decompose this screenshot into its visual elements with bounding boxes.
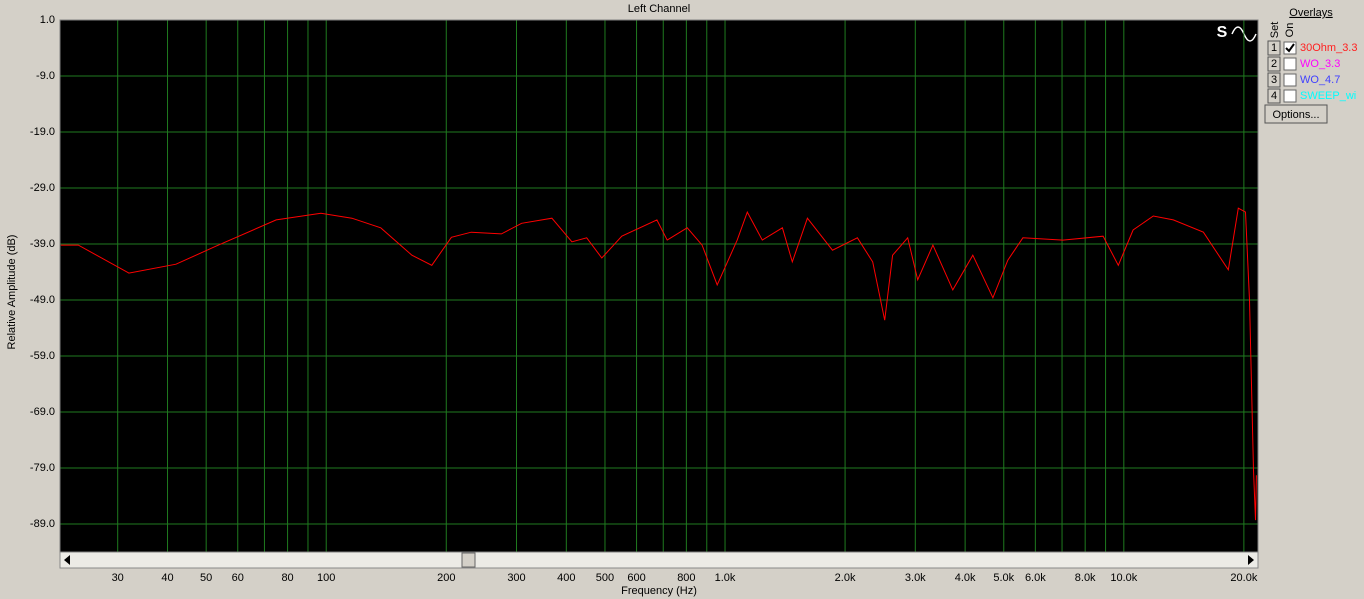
svg-text:S: S bbox=[1217, 24, 1228, 41]
overlay-checkbox[interactable] bbox=[1283, 89, 1297, 103]
x-tick-label: 200 bbox=[437, 572, 455, 584]
y-tick-label: -69.0 bbox=[30, 406, 55, 418]
scroll-left[interactable] bbox=[64, 555, 70, 565]
options-button[interactable] bbox=[1264, 104, 1328, 124]
options-button-label[interactable]: Options... bbox=[1272, 109, 1319, 121]
overlay-checkbox[interactable] bbox=[1283, 73, 1297, 87]
y-axis-label: Relative Amplitude (dB) bbox=[6, 235, 18, 350]
overlay-name: 30Ohm_3.3 bbox=[1300, 42, 1357, 54]
x-tick-label: 1.0k bbox=[715, 572, 736, 584]
set-number[interactable]: 3 bbox=[1271, 74, 1277, 86]
set-number[interactable]: 1 bbox=[1271, 42, 1277, 54]
overlays-title: Overlays bbox=[1289, 7, 1333, 19]
set-label: Set bbox=[1269, 22, 1281, 39]
scroll-right[interactable] bbox=[1248, 555, 1254, 565]
y-tick-label: -9.0 bbox=[36, 70, 55, 82]
x-tick-label: 30 bbox=[112, 572, 124, 584]
y-tick-label: -19.0 bbox=[30, 126, 55, 138]
check-mark bbox=[1285, 43, 1295, 53]
x-tick-label: 10.0k bbox=[1110, 572, 1137, 584]
set-button[interactable] bbox=[1267, 40, 1281, 56]
y-tick-label: -89.0 bbox=[30, 518, 55, 530]
set-number[interactable]: 4 bbox=[1271, 90, 1277, 102]
y-tick-label: -79.0 bbox=[30, 462, 55, 474]
x-tick-label: 40 bbox=[161, 572, 173, 584]
scroll-thumb[interactable] bbox=[461, 552, 476, 568]
x-tick-label: 6.0k bbox=[1025, 572, 1046, 584]
plot-frame bbox=[59, 19, 1259, 553]
x-tick-label: 4.0k bbox=[955, 572, 976, 584]
scrollbar[interactable] bbox=[59, 551, 1259, 569]
set-number[interactable]: 2 bbox=[1271, 58, 1277, 70]
x-tick-label: 100 bbox=[317, 572, 335, 584]
set-button[interactable] bbox=[1267, 56, 1281, 72]
data-line bbox=[60, 207, 1257, 521]
x-tick-label: 50 bbox=[200, 572, 212, 584]
x-tick-label: 60 bbox=[232, 572, 244, 584]
plot-area bbox=[60, 20, 1258, 552]
x-axis-label: Frequency (Hz) bbox=[621, 585, 697, 597]
y-tick-label: -49.0 bbox=[30, 294, 55, 306]
y-tick-label: -59.0 bbox=[30, 350, 55, 362]
overlay-checkbox[interactable] bbox=[1283, 57, 1297, 71]
chart-title: Left Channel bbox=[628, 3, 690, 15]
x-tick-label: 80 bbox=[281, 572, 293, 584]
set-button[interactable] bbox=[1267, 88, 1281, 104]
x-tick-label: 8.0k bbox=[1075, 572, 1096, 584]
y-tick-label: -29.0 bbox=[30, 182, 55, 194]
overlay-name: SWEEP_wi bbox=[1300, 90, 1356, 102]
overlay-name: WO_3.3 bbox=[1300, 58, 1340, 70]
x-tick-label: 2.0k bbox=[835, 572, 856, 584]
x-tick-label: 400 bbox=[557, 572, 575, 584]
x-tick-label: 600 bbox=[627, 572, 645, 584]
x-tick-label: 300 bbox=[507, 572, 525, 584]
overlay-name: WO_4.7 bbox=[1300, 74, 1340, 86]
x-tick-label: 800 bbox=[677, 572, 695, 584]
x-tick-label: 20.0k bbox=[1230, 572, 1257, 584]
y-tick-label: -39.0 bbox=[30, 238, 55, 250]
x-tick-label: 3.0k bbox=[905, 572, 926, 584]
y-tick-label: 1.0 bbox=[40, 14, 55, 26]
set-button[interactable] bbox=[1267, 72, 1281, 88]
on-label: On bbox=[1284, 23, 1296, 38]
x-tick-label: 5.0k bbox=[993, 572, 1014, 584]
x-tick-label: 500 bbox=[596, 572, 614, 584]
